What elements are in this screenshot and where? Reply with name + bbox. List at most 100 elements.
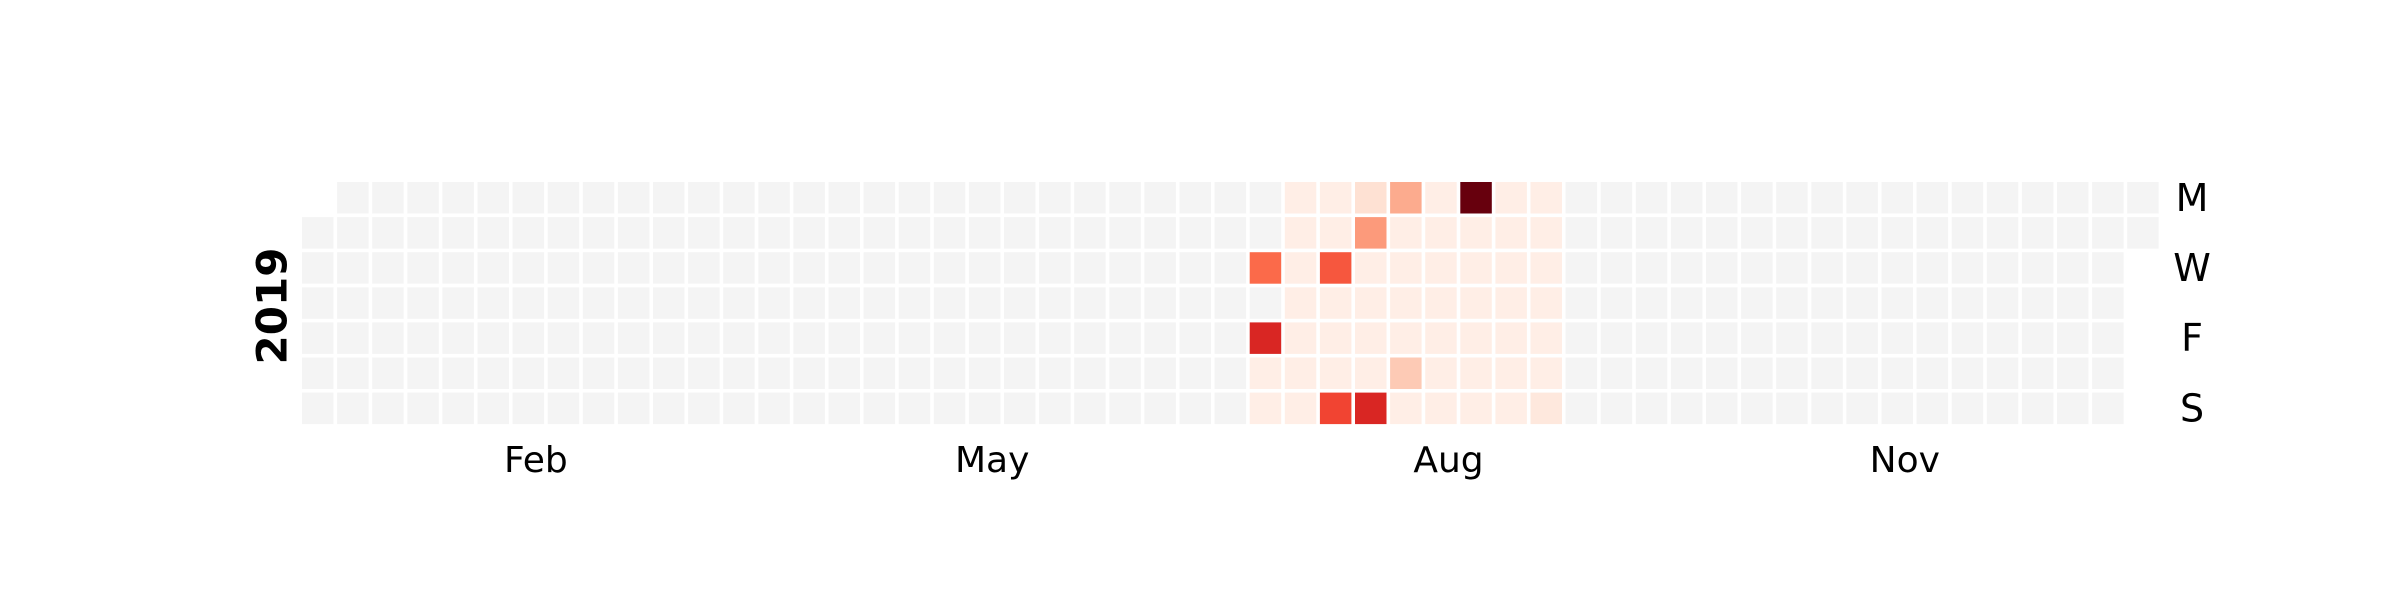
heatmap-cell — [372, 217, 404, 249]
heatmap-cell — [968, 182, 1001, 214]
heatmap-cell — [617, 182, 650, 214]
heatmap-cell — [653, 322, 685, 354]
heatmap-cell — [1390, 217, 1422, 249]
heatmap-cell — [2021, 322, 2054, 354]
heatmap-cell — [1565, 252, 1598, 284]
heatmap-cell — [1284, 182, 1317, 214]
heatmap-cell — [863, 322, 896, 354]
heatmap-cell — [302, 252, 334, 284]
heatmap-cell — [653, 287, 685, 319]
heatmap-cell — [512, 252, 545, 284]
heatmap-cell — [1846, 392, 1878, 425]
heatmap-cell — [442, 392, 474, 425]
heatmap-cell — [653, 392, 685, 425]
heatmap-cell — [1074, 357, 1106, 389]
heatmap-cell — [477, 217, 509, 249]
heatmap-cell — [372, 252, 404, 284]
heatmap-cell — [1635, 182, 1668, 214]
heatmap-cell — [1425, 182, 1457, 214]
heatmap-cell — [1460, 287, 1492, 319]
heatmap-cell — [1776, 217, 1808, 249]
heatmap-cell — [1670, 357, 1703, 389]
heatmap-cell — [407, 252, 439, 284]
heatmap-cell — [828, 217, 860, 249]
heatmap-cell — [1039, 182, 1071, 214]
heatmap-cell — [337, 217, 369, 249]
heatmap-cell — [1390, 392, 1422, 425]
heatmap-cell — [933, 322, 966, 354]
heatmap-cell — [1776, 287, 1808, 319]
heatmap-cell — [1916, 252, 1949, 284]
heatmap-cell — [758, 357, 790, 389]
heatmap-cell — [1425, 217, 1457, 249]
heatmap-cell — [1284, 357, 1317, 389]
heatmap-cell — [1530, 287, 1562, 319]
heatmap-cell — [1916, 357, 1949, 389]
heatmap-cell — [1986, 357, 2019, 389]
heatmap-cell — [1811, 287, 1843, 319]
heatmap-cell — [1109, 287, 1141, 319]
heatmap-cell — [828, 392, 860, 425]
heatmap-cell — [1986, 182, 2019, 214]
heatmap-cell — [758, 322, 790, 354]
heatmap-cell — [547, 287, 580, 319]
heatmap-cell — [1319, 322, 1352, 354]
heatmap-cell — [1179, 287, 1211, 319]
heatmap-cell — [1776, 182, 1808, 214]
heatmap-cell — [1951, 287, 1984, 319]
heatmap-cell — [582, 182, 615, 214]
heatmap-cell — [1951, 392, 1984, 425]
heatmap-cell — [758, 217, 790, 249]
heatmap-cell — [2127, 217, 2159, 249]
heatmap-cell — [1179, 322, 1211, 354]
heatmap-cell — [337, 392, 369, 425]
heatmap-cell — [1706, 287, 1738, 319]
heatmap-cell — [1284, 217, 1317, 249]
month-label: Feb — [504, 440, 568, 481]
heatmap-cell — [1916, 217, 1949, 249]
heatmap-cell — [337, 182, 369, 214]
heatmap-cell — [933, 182, 966, 214]
heatmap-cell — [1179, 182, 1211, 214]
heatmap-cell — [968, 252, 1001, 284]
heatmap-cell — [828, 287, 860, 319]
heatmap-cell — [1144, 182, 1176, 214]
heatmap-cell — [828, 182, 860, 214]
heatmap-cell — [1109, 322, 1141, 354]
heatmap-cell — [1179, 392, 1211, 425]
heatmap-cell — [617, 322, 650, 354]
heatmap-cell — [1881, 322, 1913, 354]
heatmap-cell — [1284, 322, 1317, 354]
month-labels: Feb May Aug Nov — [504, 440, 1940, 481]
heatmap-cell — [407, 287, 439, 319]
heatmap-cell — [688, 287, 720, 319]
heatmap-cell — [1425, 287, 1457, 319]
heatmap-cell — [1214, 287, 1247, 319]
heatmap-cell — [582, 287, 615, 319]
heatmap-cell — [723, 182, 755, 214]
heatmap-cell — [1846, 357, 1878, 389]
heatmap-cell — [1004, 287, 1036, 319]
heatmap-cell — [758, 252, 790, 284]
heatmap-cell — [1074, 182, 1106, 214]
heatmap-cell — [372, 357, 404, 389]
heatmap-cell — [1916, 322, 1949, 354]
heatmap-cell — [1530, 392, 1562, 425]
heatmap-cell — [898, 252, 931, 284]
heatmap-cell — [1144, 217, 1176, 249]
heatmap-cell — [1004, 252, 1036, 284]
heatmap-cell — [1881, 287, 1913, 319]
heatmap-cell — [617, 287, 650, 319]
heatmap-cell — [1951, 252, 1984, 284]
heatmap-cell — [1460, 182, 1492, 214]
heatmap-cell — [442, 322, 474, 354]
heatmap-cell — [1635, 287, 1668, 319]
heatmap-cell — [1635, 217, 1668, 249]
heatmap-cell — [1495, 287, 1527, 319]
heatmap-cell — [1600, 217, 1633, 249]
heatmap-cell — [2092, 357, 2124, 389]
heatmap-cell — [793, 392, 825, 425]
heatmap-cell — [1179, 357, 1211, 389]
heatmap-cell — [1004, 322, 1036, 354]
heatmap-cell — [2057, 357, 2089, 389]
